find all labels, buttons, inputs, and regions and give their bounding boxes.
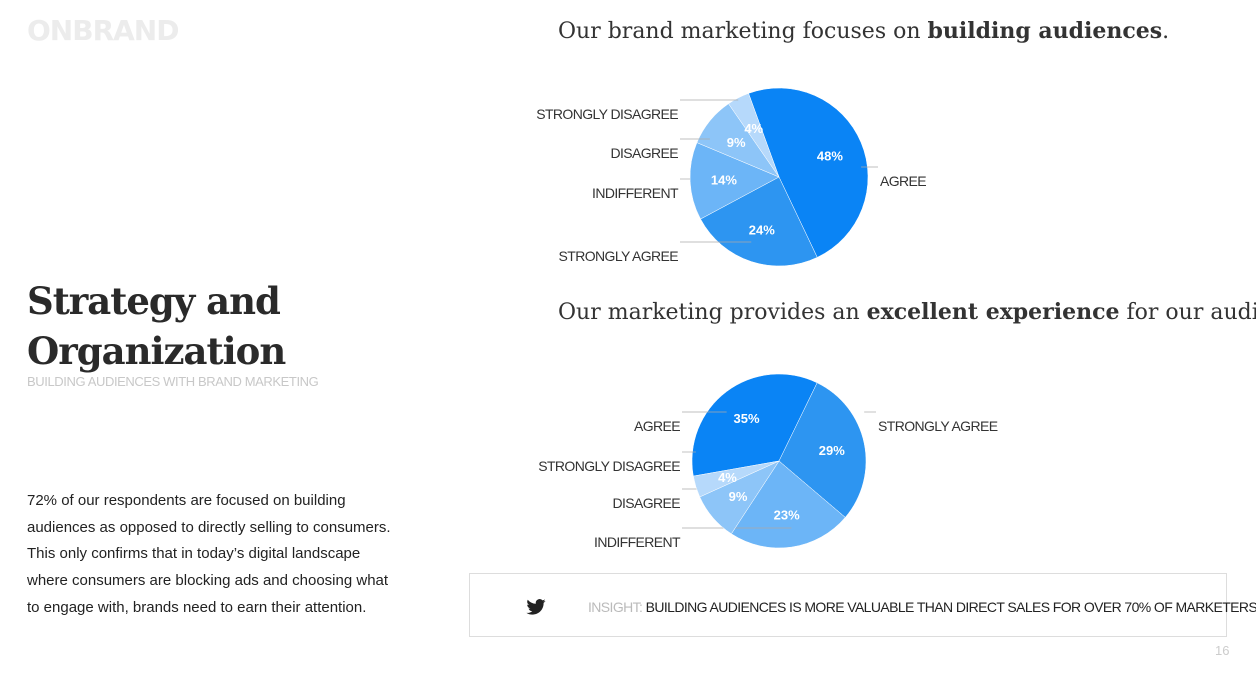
category-label: DISAGREE (610, 145, 678, 161)
slice-label: 4% (744, 121, 763, 136)
body-text: 72% of our respondents are focused on bu… (27, 492, 391, 616)
heading: Strategy and Organization (27, 279, 286, 373)
category-label: INDIFFERENT (592, 185, 679, 201)
title-bold: building audiences (928, 18, 1163, 44)
pie-slice (693, 460, 780, 498)
slice-label: 9% (727, 135, 746, 150)
slice-label: 29% (819, 443, 845, 458)
pie-slice (700, 176, 818, 267)
slice-label: 23% (774, 507, 800, 522)
category-label: AGREE (880, 173, 926, 189)
twitter-icon[interactable] (526, 599, 546, 615)
insight: INSIGHT: BUILDING AUDIENCES IS MORE VALU… (588, 599, 1256, 615)
pie-slice (731, 460, 846, 549)
category-label: AGREE (634, 418, 680, 434)
slice-label: 48% (817, 149, 843, 164)
slice-label: 4% (718, 470, 737, 485)
category-label: STRONGLY AGREE (559, 248, 679, 264)
category-label: DISAGREE (612, 495, 680, 511)
brand-logo: ONBRAND (27, 14, 179, 47)
title-text: for our audience. (1120, 300, 1256, 325)
slice-label: 35% (734, 411, 760, 426)
pie-slice (689, 142, 780, 220)
page-number: 16 (1215, 643, 1230, 658)
pie-slice (691, 373, 818, 477)
title-text: Our brand marketing focuses on (558, 19, 928, 44)
chart-title: Our brand marketing focuses on building … (558, 18, 1169, 44)
title-text: Our marketing provides an (558, 300, 867, 325)
pie-slice (778, 382, 867, 518)
insight-text: BUILDING AUDIENCES IS MORE VALUABLE THAN… (645, 599, 1256, 615)
insight-box: INSIGHT: BUILDING AUDIENCES IS MORE VALU… (469, 573, 1256, 637)
category-label: STRONGLY DISAGREE (538, 458, 680, 474)
category-label: INDIFFERENT (594, 534, 681, 550)
pie-slice (728, 93, 780, 178)
chart-title: Our marketing provides an excellent expe… (558, 299, 1256, 325)
pie-slice (748, 87, 869, 258)
insight-label: INSIGHT: (588, 599, 643, 615)
title-bold: excellent experience (867, 299, 1120, 325)
subheading: BUILDING AUDIENCES WITH BRAND MARKETING (27, 374, 319, 389)
title-text: . (1162, 19, 1169, 44)
slice-label: 24% (749, 222, 775, 237)
slice-label: 9% (729, 489, 748, 504)
category-label: STRONGLY AGREE (878, 418, 998, 434)
category-label: STRONGLY DISAGREE (536, 106, 678, 122)
slice-label: 14% (711, 173, 737, 188)
